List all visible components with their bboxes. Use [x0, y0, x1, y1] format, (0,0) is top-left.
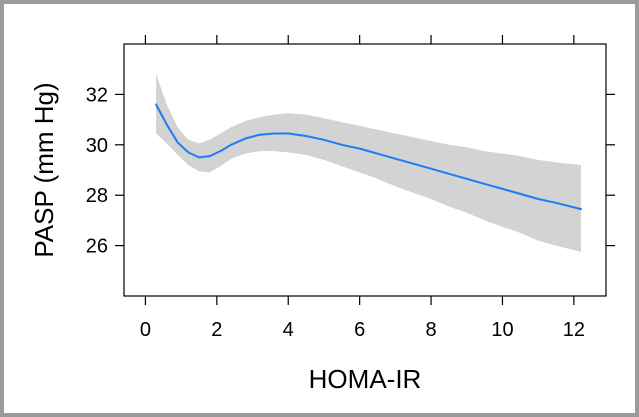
fitted-line — [155, 103, 582, 211]
x-tick-label: 4 — [283, 319, 294, 341]
x-tick-label: 0 — [140, 319, 151, 341]
x-axis-title: HOMA-IR — [309, 364, 422, 394]
x-tick-label: 10 — [491, 319, 513, 341]
y-tick-label: 30 — [86, 135, 108, 157]
confidence-band — [156, 74, 581, 252]
y-tick-label: 32 — [86, 84, 108, 106]
plot-area-border — [123, 43, 607, 297]
y-tick-label: 28 — [86, 185, 108, 207]
x-tick-label: 12 — [563, 319, 585, 341]
y-axis-title: PASP (mm Hg) — [29, 82, 59, 257]
x-tick-label: 2 — [211, 319, 222, 341]
chart-canvas: 0 2 4 6 8 10 12 26 28 30 32 HOMA-IR PASP (mm Hg) — [29, 35, 615, 394]
x-tick-label: 6 — [354, 319, 365, 341]
y-tick-label: 26 — [86, 236, 108, 258]
x-tick-label: 8 — [425, 319, 436, 341]
